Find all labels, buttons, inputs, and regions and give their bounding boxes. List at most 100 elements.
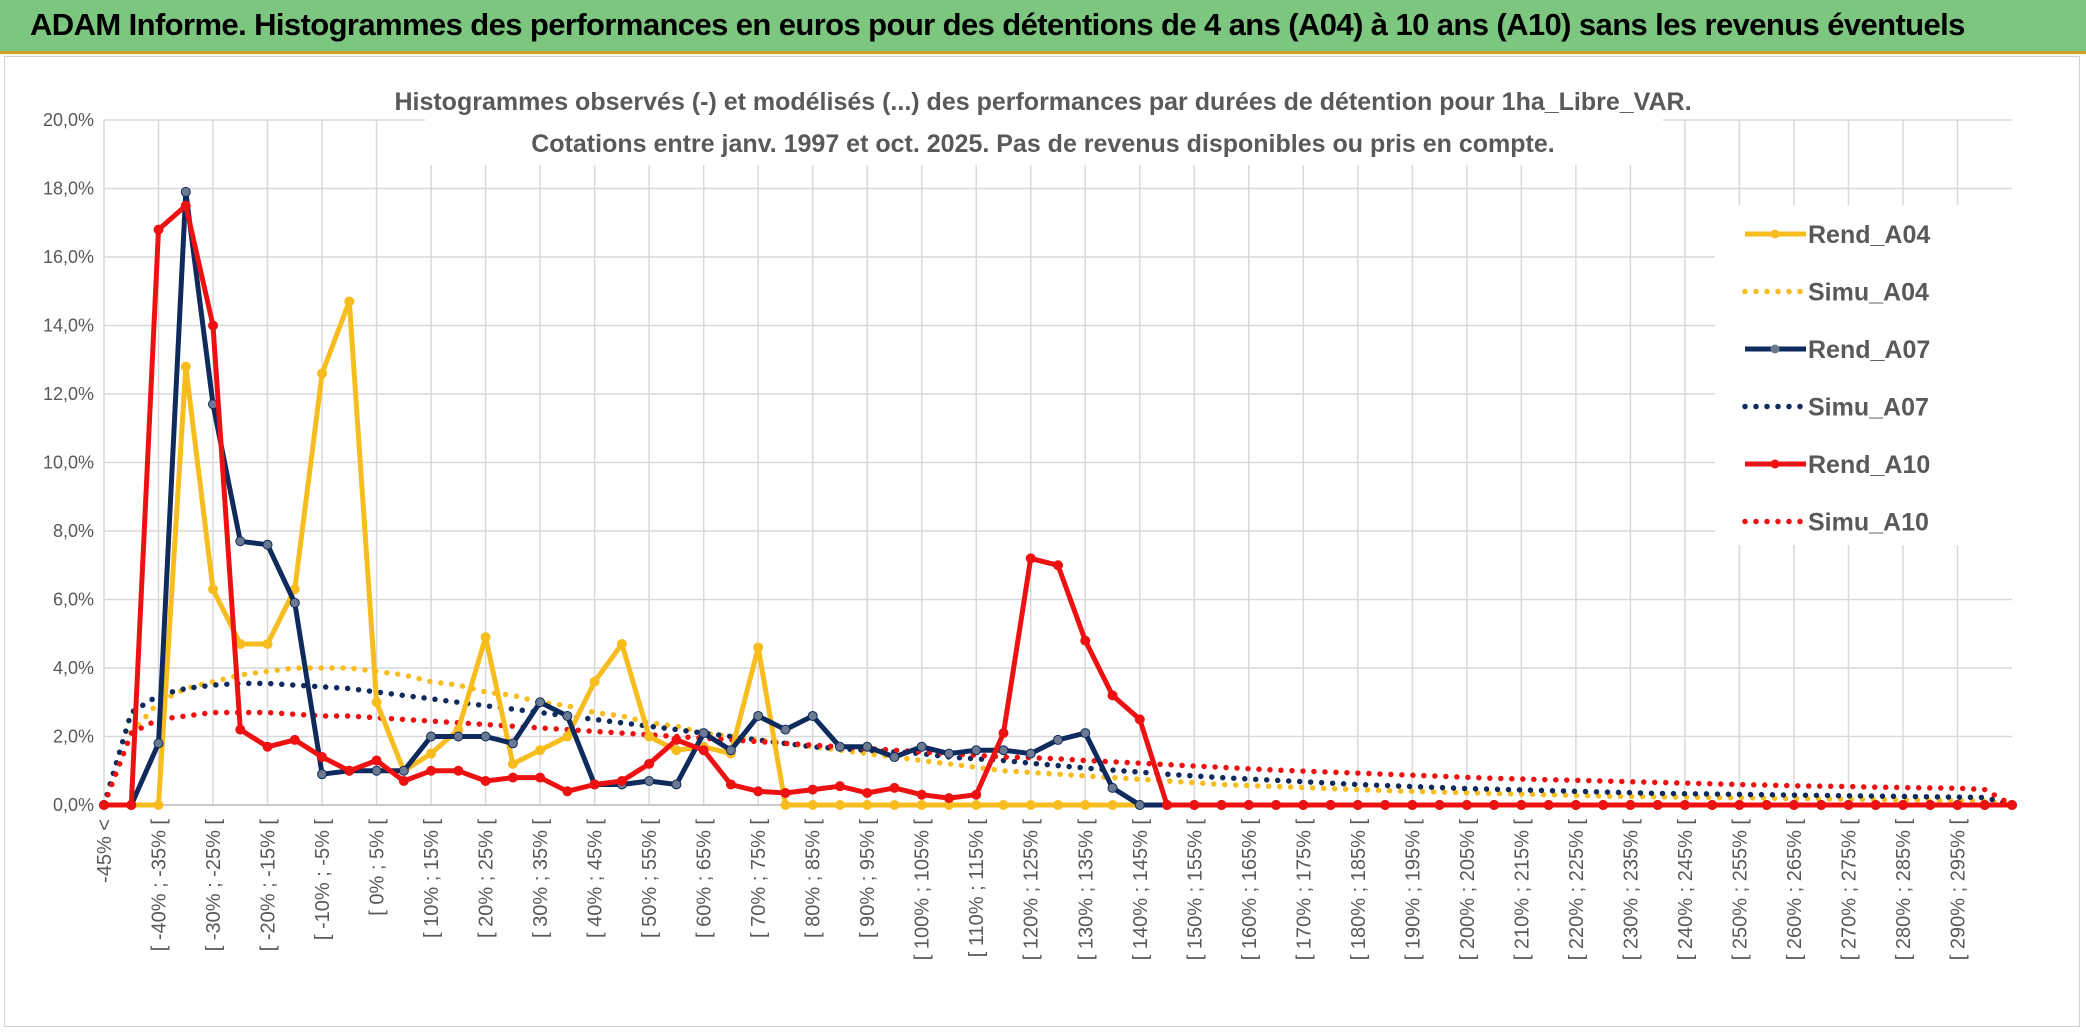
x-tick-label: [ 150% ; 155% [ — [1184, 819, 1206, 961]
data-point-rend_a10 — [834, 781, 845, 792]
x-tick-label: [ 250% ; 255% [ — [1729, 819, 1751, 961]
data-point-rend_a07 — [235, 536, 246, 547]
data-point-rend_a10 — [1925, 800, 1936, 810]
x-tick-label: [ 130% ; 135% [ — [1075, 819, 1097, 961]
x-tick-label: [ 120% ; 125% [ — [1021, 819, 1043, 961]
data-point-rend_a10 — [1461, 800, 1472, 810]
data-point-rend_a10 — [1134, 714, 1145, 725]
data-point-rend_a07 — [180, 186, 191, 197]
data-point-rend_a04 — [998, 800, 1009, 810]
chart-axes: 0,0% 2,0% 4,0% 6,0% 8,0% 10,0% 12,0% 14,0% 16,0%… — [43, 110, 2012, 960]
data-point-rend_a10 — [1053, 560, 1063, 571]
data-point-rend_a04 — [1025, 800, 1036, 810]
data-point-rend_a10 — [1325, 800, 1336, 810]
data-point-rend_a04 — [1080, 800, 1091, 810]
data-point-rend_a07 — [1025, 748, 1036, 759]
data-point-rend_a07 — [453, 731, 464, 742]
x-tick-label: [ 160% ; 165% [ — [1239, 819, 1261, 961]
data-point-rend_a10 — [1189, 800, 1200, 810]
data-point-rend_a10 — [208, 320, 219, 331]
data-point-rend_a10 — [1380, 800, 1391, 810]
data-point-rend_a04 — [344, 296, 355, 307]
x-tick-label: [ 100% ; 105% [ — [912, 819, 934, 961]
data-point-rend_a10 — [1271, 800, 1282, 810]
data-point-rend_a10 — [1788, 800, 1799, 810]
data-point-rend_a07 — [1053, 734, 1063, 745]
x-tick-label: [ 30% ; 35% [ — [530, 819, 552, 938]
data-point-rend_a10 — [426, 765, 437, 776]
data-point-rend_a10 — [889, 782, 900, 793]
data-point-rend_a07 — [916, 741, 927, 752]
data-point-rend_a10 — [453, 765, 464, 776]
data-point-rend_a04 — [807, 800, 818, 810]
data-point-rend_a10 — [289, 734, 300, 745]
data-point-rend_a04 — [262, 639, 273, 650]
data-point-rend_a10 — [153, 224, 164, 235]
data-point-rend_a07 — [371, 765, 382, 776]
data-point-rend_a10 — [344, 765, 355, 776]
data-point-rend_a10 — [1652, 800, 1663, 810]
data-point-rend_a10 — [1080, 635, 1091, 646]
data-point-rend_a10 — [1570, 800, 1581, 810]
data-point-rend_a04 — [371, 697, 382, 708]
data-point-rend_a04 — [889, 800, 900, 810]
data-point-rend_a07 — [971, 745, 982, 756]
data-point-rend_a10 — [2007, 800, 2017, 810]
data-point-rend_a10 — [807, 784, 818, 795]
data-point-rend_a04 — [834, 800, 845, 810]
data-point-rend_a07 — [834, 741, 845, 752]
data-point-rend_a10 — [1734, 800, 1745, 810]
data-point-rend_a10 — [262, 741, 273, 752]
data-point-rend_a10 — [99, 800, 109, 810]
x-tick-label: [ 200% ; 205% [ — [1457, 819, 1479, 961]
data-point-rend_a10 — [1870, 800, 1881, 810]
legend-label-simu_a07: Simu_A07 — [1808, 394, 1929, 422]
x-tick-label: [ 290% ; 295% [ — [1947, 819, 1969, 961]
data-point-rend_a04 — [562, 731, 573, 742]
y-tick-label: 0,0% — [53, 795, 94, 815]
chart-frame — [4, 56, 2080, 1027]
x-tick-label: [ 140% ; 145% [ — [1130, 819, 1152, 961]
y-tick-label: 4,0% — [53, 658, 94, 678]
x-tick-label: [ 20% ; 25% [ — [476, 819, 498, 938]
data-point-rend_a10 — [1162, 800, 1173, 810]
data-point-rend_a07 — [1134, 800, 1145, 810]
x-tick-label: [ 70% ; 75% [ — [748, 819, 770, 938]
data-point-rend_a07 — [807, 710, 818, 721]
data-point-rend_a04 — [644, 731, 655, 742]
data-point-rend_a10 — [780, 788, 791, 799]
chart-grid — [103, 119, 2012, 806]
data-point-rend_a10 — [1679, 800, 1690, 810]
data-point-rend_a10 — [126, 800, 137, 810]
x-tick-label: -45% < — [94, 819, 116, 883]
data-point-rend_a07 — [562, 710, 573, 721]
data-point-rend_a10 — [1107, 690, 1118, 701]
data-point-rend_a04 — [208, 584, 219, 595]
data-point-rend_a07 — [780, 724, 791, 735]
x-tick-label: [ 240% ; 245% [ — [1675, 819, 1697, 961]
x-tick-label: [ 170% ; 175% [ — [1293, 819, 1315, 961]
data-point-rend_a10 — [1025, 553, 1036, 564]
data-point-rend_a10 — [235, 724, 246, 735]
y-tick-label: 6,0% — [53, 590, 94, 610]
x-tick-label: [ -40% ; -35% [ — [149, 819, 171, 952]
data-point-rend_a07 — [317, 769, 328, 780]
x-tick-label: [ 220% ; 225% [ — [1566, 819, 1588, 961]
data-point-rend_a10 — [1516, 800, 1527, 810]
data-point-rend_a10 — [1952, 800, 1963, 810]
data-point-rend_a10 — [616, 776, 627, 787]
data-point-rend_a10 — [371, 755, 382, 766]
data-point-rend_a10 — [562, 786, 573, 797]
data-point-rend_a10 — [1434, 800, 1445, 810]
data-point-rend_a07 — [262, 539, 273, 550]
title-banner: ADAM Informe. Histogrammes des performan… — [0, 0, 2086, 54]
data-point-rend_a04 — [753, 642, 764, 653]
x-tick-label: [ 280% ; 285% [ — [1893, 819, 1915, 961]
y-tick-label: 16,0% — [43, 247, 94, 267]
y-tick-label: 10,0% — [43, 453, 94, 473]
x-tick-label: [ 50% ; 55% [ — [639, 819, 661, 938]
data-point-rend_a07 — [943, 748, 954, 759]
data-point-rend_a07 — [671, 779, 682, 790]
x-tick-label: [ 90% ; 95% [ — [857, 819, 879, 938]
y-tick-label: 8,0% — [53, 521, 94, 541]
